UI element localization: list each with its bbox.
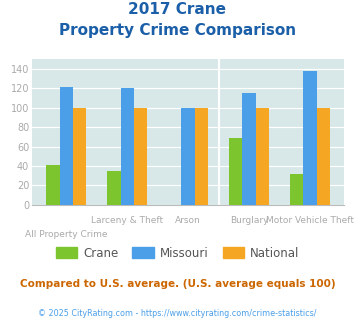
Text: Compared to U.S. average. (U.S. average equals 100): Compared to U.S. average. (U.S. average … (20, 279, 335, 289)
Text: 2017 Crane: 2017 Crane (129, 2, 226, 16)
Bar (46, 165, 60, 205)
Bar (317, 108, 330, 205)
Text: Burglary: Burglary (230, 216, 268, 225)
Text: All Property Crime: All Property Crime (25, 230, 108, 239)
Bar (107, 171, 120, 205)
Bar (73, 108, 86, 205)
Text: Property Crime Comparison: Property Crime Comparison (59, 23, 296, 38)
Bar (134, 108, 147, 205)
Bar (120, 88, 134, 205)
Text: Arson: Arson (175, 216, 201, 225)
Bar (229, 138, 242, 205)
Text: © 2025 CityRating.com - https://www.cityrating.com/crime-statistics/: © 2025 CityRating.com - https://www.city… (38, 309, 317, 317)
Bar (181, 108, 195, 205)
Bar (290, 174, 303, 205)
Bar (242, 93, 256, 205)
Text: Larceny & Theft: Larceny & Theft (91, 216, 163, 225)
Text: Motor Vehicle Theft: Motor Vehicle Theft (266, 216, 354, 225)
Bar (303, 71, 317, 205)
Bar (256, 108, 269, 205)
Legend: Crane, Missouri, National: Crane, Missouri, National (51, 242, 304, 264)
Bar (195, 108, 208, 205)
Bar (60, 87, 73, 205)
